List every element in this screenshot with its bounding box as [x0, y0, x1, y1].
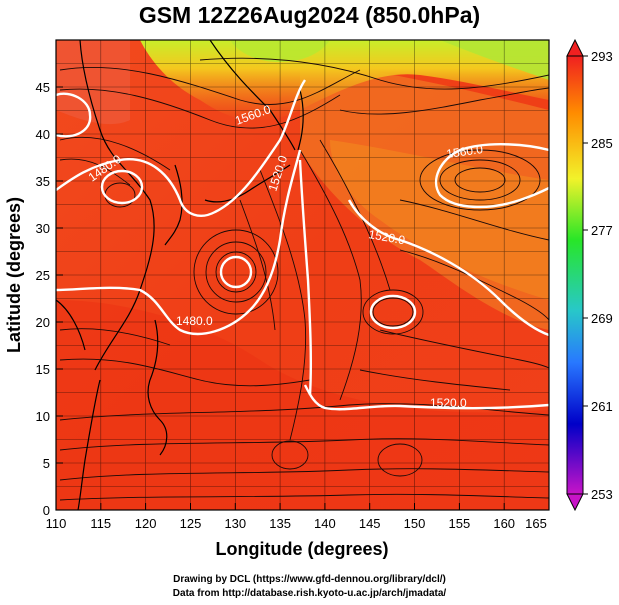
- x-tick-label: 130: [224, 516, 246, 531]
- colorbar-gradient: [566, 55, 584, 495]
- y-tick-label: 20: [36, 315, 50, 330]
- y-tick-label: 25: [36, 268, 50, 283]
- credit-data: Data from http://database.rish.kyoto-u.a…: [172, 588, 447, 599]
- y-axis-label: Latitude (degrees): [4, 197, 24, 353]
- x-tick-label: 135: [269, 516, 291, 531]
- x-tick-label: 115: [90, 516, 111, 531]
- contour-label: 1480.0: [176, 314, 213, 328]
- y-tick-label: 40: [36, 127, 50, 142]
- x-tick-label: 165: [525, 516, 547, 531]
- contour-label: 1520.0: [367, 227, 406, 247]
- colorbar-tick-label: 293: [591, 49, 613, 64]
- x-tick-label: 145: [359, 516, 381, 531]
- y-tick-marks: [56, 86, 63, 511]
- x-tick-label: 125: [180, 516, 202, 531]
- contour-label: 1560.0: [445, 142, 484, 161]
- y-tick-label: 35: [36, 174, 50, 189]
- y-tick-labels: 0 5 10 15 20 25 30 35 40 45: [36, 80, 50, 518]
- coastlines: [56, 40, 304, 510]
- x-tick-labels: 110 115 120 125 130 135 140 145 150 155 …: [46, 516, 547, 531]
- x-tick-label: 155: [449, 516, 471, 531]
- colorbar: 293 285 277 269 261 253: [566, 38, 613, 512]
- x-tick-label: 110: [46, 516, 67, 531]
- credit-drawing: Drawing by DCL (https://www.gfd-dennou.o…: [173, 574, 446, 585]
- geopotential-contours: [56, 79, 549, 411]
- colorbar-tick-label: 269: [591, 311, 613, 326]
- y-tick-label: 5: [43, 456, 50, 471]
- y-tick-label: 0: [43, 503, 50, 518]
- colorbar-tick-label: 277: [591, 223, 613, 238]
- graticule: [56, 40, 549, 510]
- y-tick-label: 30: [36, 221, 50, 236]
- x-tick-label: 160: [493, 516, 515, 531]
- x-tick-label: 120: [135, 516, 157, 531]
- chart-title: GSM 12Z26Aug2024 (850.0hPa): [138, 2, 481, 28]
- colorbar-tick-label: 253: [591, 487, 613, 502]
- colorbar-bottom-arrow: [566, 493, 584, 512]
- colorbar-top-arrow: [566, 38, 584, 57]
- y-tick-label: 45: [36, 80, 50, 95]
- x-axis-label: Longitude (degrees): [215, 539, 388, 559]
- y-tick-label: 10: [36, 409, 50, 424]
- colorbar-tick-label: 261: [591, 399, 613, 414]
- y-tick-label: 15: [36, 362, 50, 377]
- colorbar-tick-label: 285: [591, 136, 613, 151]
- x-tick-marks: [55, 503, 505, 510]
- contour-label: 1520.0: [430, 396, 467, 410]
- x-tick-label: 140: [314, 516, 336, 531]
- x-tick-label: 150: [404, 516, 426, 531]
